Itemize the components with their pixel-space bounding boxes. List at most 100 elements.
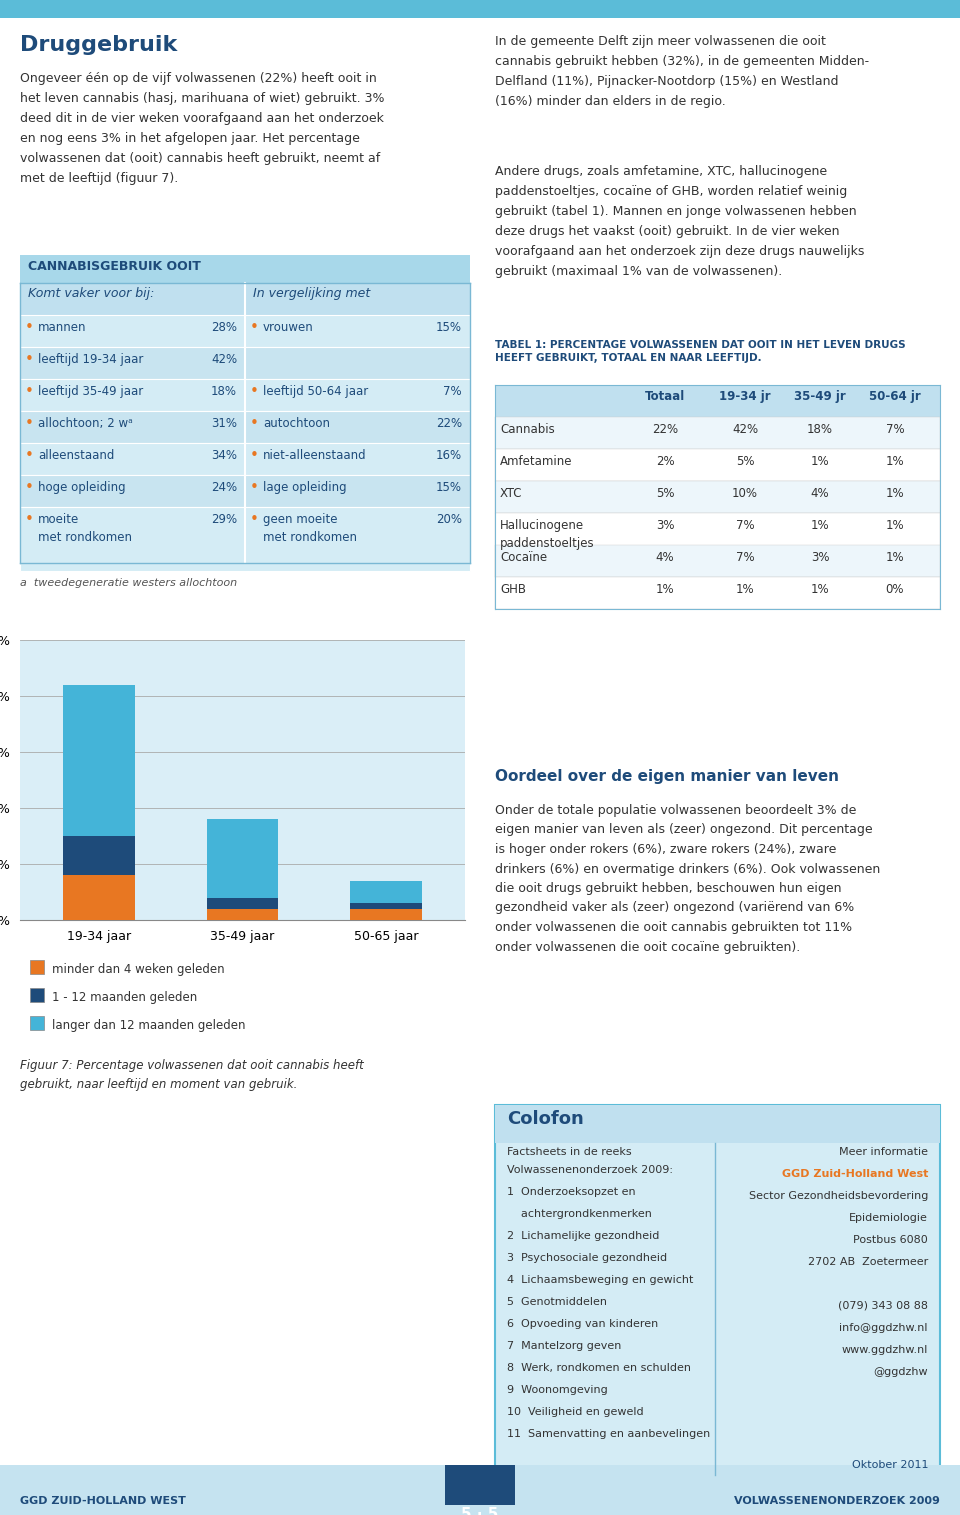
Text: 15%: 15% [436,321,462,333]
Text: 4%: 4% [810,486,829,500]
Text: 5%: 5% [656,486,674,500]
Text: 29%: 29% [211,514,237,526]
Text: •: • [25,448,34,464]
Text: Meer informatie: Meer informatie [839,1147,928,1157]
Text: 7%: 7% [735,520,755,532]
Text: Amfetamine: Amfetamine [500,454,572,468]
Text: 7  Mantelzorg geven: 7 Mantelzorg geven [507,1341,621,1351]
Text: 18%: 18% [807,423,833,436]
Text: 1 - 12 maanden geleden: 1 - 12 maanden geleden [52,991,197,1004]
Text: 20%: 20% [436,514,462,526]
Text: CANNABISGEBRUIK OOIT: CANNABISGEBRUIK OOIT [28,261,201,273]
Text: 1  Onderzoeksopzet en: 1 Onderzoeksopzet en [507,1186,636,1197]
Text: In de gemeente Delft zijn meer volwassenen die ooit
cannabis gebruikt hebben (32: In de gemeente Delft zijn meer volwassen… [495,35,869,108]
Text: 19-34 jr: 19-34 jr [719,389,771,403]
Text: 2%: 2% [656,454,674,468]
Text: GGD Zuid-Holland West: GGD Zuid-Holland West [781,1170,928,1179]
Text: 7%: 7% [735,551,755,564]
Text: 1%: 1% [656,583,674,595]
Text: Onder de totale populatie volwassenen beoordeelt 3% de
eigen manier van leven al: Onder de totale populatie volwassenen be… [495,804,880,953]
Text: geen moeite: geen moeite [263,514,338,526]
Text: In vergelijking met: In vergelijking met [253,286,371,300]
Text: www.ggdzhw.nl: www.ggdzhw.nl [842,1345,928,1354]
Text: lage opleiding: lage opleiding [263,480,347,494]
Text: 8  Werk, rondkomen en schulden: 8 Werk, rondkomen en schulden [507,1364,691,1373]
Text: Cocaïne: Cocaïne [500,551,547,564]
Text: 1%: 1% [810,583,829,595]
Text: 4%: 4% [656,551,674,564]
Text: Epidemiologie: Epidemiologie [850,1214,928,1223]
Text: niet-alleenstaand: niet-alleenstaand [263,448,367,462]
Text: 1%: 1% [886,486,904,500]
Text: 3%: 3% [656,520,674,532]
Text: Figuur 7: Percentage volwassenen dat ooit cannabis heeft
gebruikt, naar leeftijd: Figuur 7: Percentage volwassenen dat ooi… [20,1059,364,1091]
Text: vrouwen: vrouwen [263,321,314,333]
Text: Sector Gezondheidsbevordering: Sector Gezondheidsbevordering [749,1191,928,1201]
Text: 2702 AB  Zoetermeer: 2702 AB Zoetermeer [807,1257,928,1267]
Text: Andere drugs, zoals amfetamine, XTC, hallucinogene
paddenstoeltjes, cocaïne of G: Andere drugs, zoals amfetamine, XTC, hal… [495,165,864,277]
Text: langer dan 12 maanden geleden: langer dan 12 maanden geleden [52,1020,246,1032]
Text: GHB: GHB [500,583,526,595]
Text: autochtoon: autochtoon [263,417,330,430]
Text: Oktober 2011: Oktober 2011 [852,1460,928,1470]
Bar [63,876,134,920]
Text: 7%: 7% [886,423,904,436]
Text: 35-49 jr: 35-49 jr [794,389,846,403]
Text: 22%: 22% [436,417,462,430]
Text: hoge opleiding: hoge opleiding [38,480,126,494]
Text: •: • [250,383,259,398]
Text: moeite: moeite [38,514,80,526]
Text: •: • [250,448,259,464]
Text: •: • [250,512,259,527]
Text: 1%: 1% [735,583,755,595]
Bar [63,836,134,876]
Text: 5 · 5: 5 · 5 [462,1507,498,1515]
Text: mannen: mannen [38,321,86,333]
Text: 1%: 1% [886,520,904,532]
Text: 6  Opvoeding van kinderen: 6 Opvoeding van kinderen [507,1320,659,1329]
Text: GGD ZUID-HOLLAND WEST: GGD ZUID-HOLLAND WEST [20,1495,186,1506]
Text: 24%: 24% [211,480,237,494]
Text: Factsheets in de reeks: Factsheets in de reeks [507,1147,632,1157]
Text: 7%: 7% [444,385,462,398]
Text: •: • [250,417,259,430]
Text: achtergrondkenmerken: achtergrondkenmerken [507,1209,652,1220]
Text: •: • [25,320,34,335]
Text: Oordeel over de eigen manier van leven: Oordeel over de eigen manier van leven [495,770,839,783]
Text: 50-64 jr: 50-64 jr [869,389,921,403]
Text: 10%: 10% [732,486,758,500]
Text: minder dan 4 weken geleden: minder dan 4 weken geleden [52,964,225,976]
Text: 1%: 1% [886,454,904,468]
Text: 42%: 42% [732,423,758,436]
Text: 4  Lichaamsbeweging en gewicht: 4 Lichaamsbeweging en gewicht [507,1276,693,1285]
Text: met rondkomen: met rondkomen [263,530,357,544]
Text: 1%: 1% [810,520,829,532]
Text: 16%: 16% [436,448,462,462]
Text: a  tweedegeneratie westers allochtoon: a tweedegeneratie westers allochtoon [20,579,237,588]
Bar [206,897,278,909]
Text: •: • [250,480,259,495]
Text: allochtoon; 2 wᵃ: allochtoon; 2 wᵃ [38,417,132,430]
Text: 11  Samenvatting en aanbevelingen: 11 Samenvatting en aanbevelingen [507,1429,710,1439]
Bar [63,685,134,836]
Text: 2  Lichamelijke gezondheid: 2 Lichamelijke gezondheid [507,1232,660,1241]
Text: •: • [25,512,34,527]
Text: 9  Woonomgeving: 9 Woonomgeving [507,1385,608,1395]
Text: 1%: 1% [886,551,904,564]
Text: VOLWASSENENONDERZOEK 2009: VOLWASSENENONDERZOEK 2009 [734,1495,940,1506]
Text: Hallucinogene: Hallucinogene [500,520,584,532]
Text: 10  Veiligheid en geweld: 10 Veiligheid en geweld [507,1407,643,1417]
Text: Postbus 6080: Postbus 6080 [853,1235,928,1245]
Text: 42%: 42% [211,353,237,367]
Text: •: • [25,417,34,430]
Text: paddenstoeltjes: paddenstoeltjes [500,536,594,550]
Text: 5%: 5% [735,454,755,468]
Text: •: • [25,351,34,367]
Bar [350,903,422,909]
Text: Colofon: Colofon [507,1110,584,1129]
Text: alleenstaand: alleenstaand [38,448,114,462]
Text: leeftijd 35-49 jaar: leeftijd 35-49 jaar [38,385,143,398]
Bar [350,909,422,920]
Text: 0%: 0% [886,583,904,595]
Text: leeftijd 50-64 jaar: leeftijd 50-64 jaar [263,385,369,398]
